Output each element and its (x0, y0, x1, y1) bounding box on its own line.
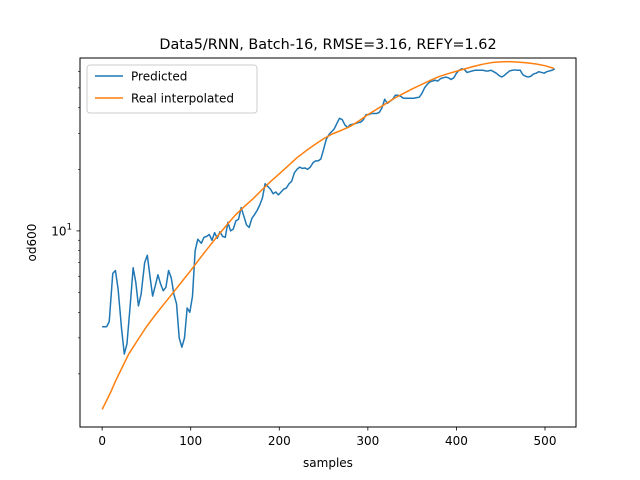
x-tick-label: 100 (179, 434, 202, 448)
plot-area (101, 60, 556, 410)
legend-box (86, 64, 258, 114)
x-tick-label: 500 (534, 434, 557, 448)
x-tick-label: 400 (445, 434, 468, 448)
series-line-real-interpolated (101, 60, 555, 410)
x-axis: 0 100 200 300 400 500 (98, 427, 556, 448)
legend-label-predicted: Predicted (131, 70, 187, 84)
x-tick-label: 300 (356, 434, 379, 448)
series-line-predicted (102, 68, 556, 355)
legend-label-real-interpolated: Real interpolated (131, 92, 234, 106)
x-tick-label: 200 (268, 434, 291, 448)
legend: Predicted Real interpolated (86, 64, 258, 114)
y-tick-label: 101 (51, 222, 72, 238)
x-tick-label: 0 (98, 434, 106, 448)
plot-frame (79, 57, 577, 428)
chart-title: Data5/RNN, Batch-16, RMSE=3.16, REFY=1.6… (159, 37, 496, 53)
y-axis: 101 (51, 71, 80, 375)
y-axis-label: od600 (25, 224, 39, 262)
x-axis-label: samples (303, 456, 353, 470)
